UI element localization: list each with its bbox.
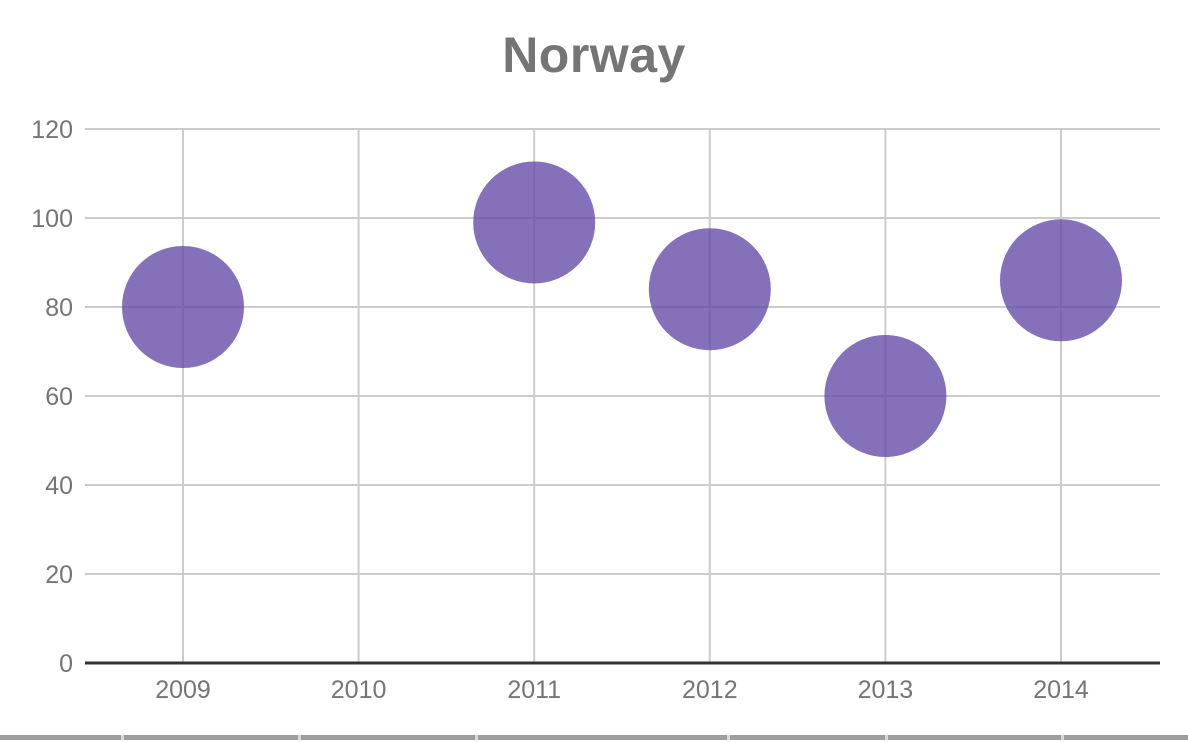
x-tick-label-2014: 2014 [1033,676,1089,704]
y-tick-label-60: 60 [45,383,73,411]
cell-border-tick [885,735,888,740]
bubble-2014[interactable] [1000,219,1122,342]
y-tick-label-40: 40 [45,472,73,500]
y-tick-label-0: 0 [59,650,73,678]
x-tick-label-2011: 2011 [507,676,561,704]
cell-border-tick [1061,735,1064,740]
x-tick-label-2009: 2009 [155,676,211,704]
cell-border-tick [298,735,301,740]
y-tick-label-120: 120 [31,116,73,144]
bubble-2012[interactable] [648,228,771,351]
bubble-2013[interactable] [824,335,947,457]
cell-border-tick [121,735,124,740]
cell-border-tick [727,735,730,740]
cell-border-tick [475,735,478,740]
chart-title: Norway [502,27,686,83]
y-tick-label-80: 80 [45,294,73,322]
y-tick-label-100: 100 [31,205,73,233]
bubble-2009[interactable] [122,246,244,368]
bubble-2011[interactable] [473,161,596,284]
x-tick-label-2012: 2012 [682,676,738,704]
sheet-bottom-border [0,735,1188,740]
x-tick-label-2010: 2010 [331,676,387,704]
y-tick-label-20: 20 [45,561,73,589]
x-tick-label-2013: 2013 [858,676,914,704]
